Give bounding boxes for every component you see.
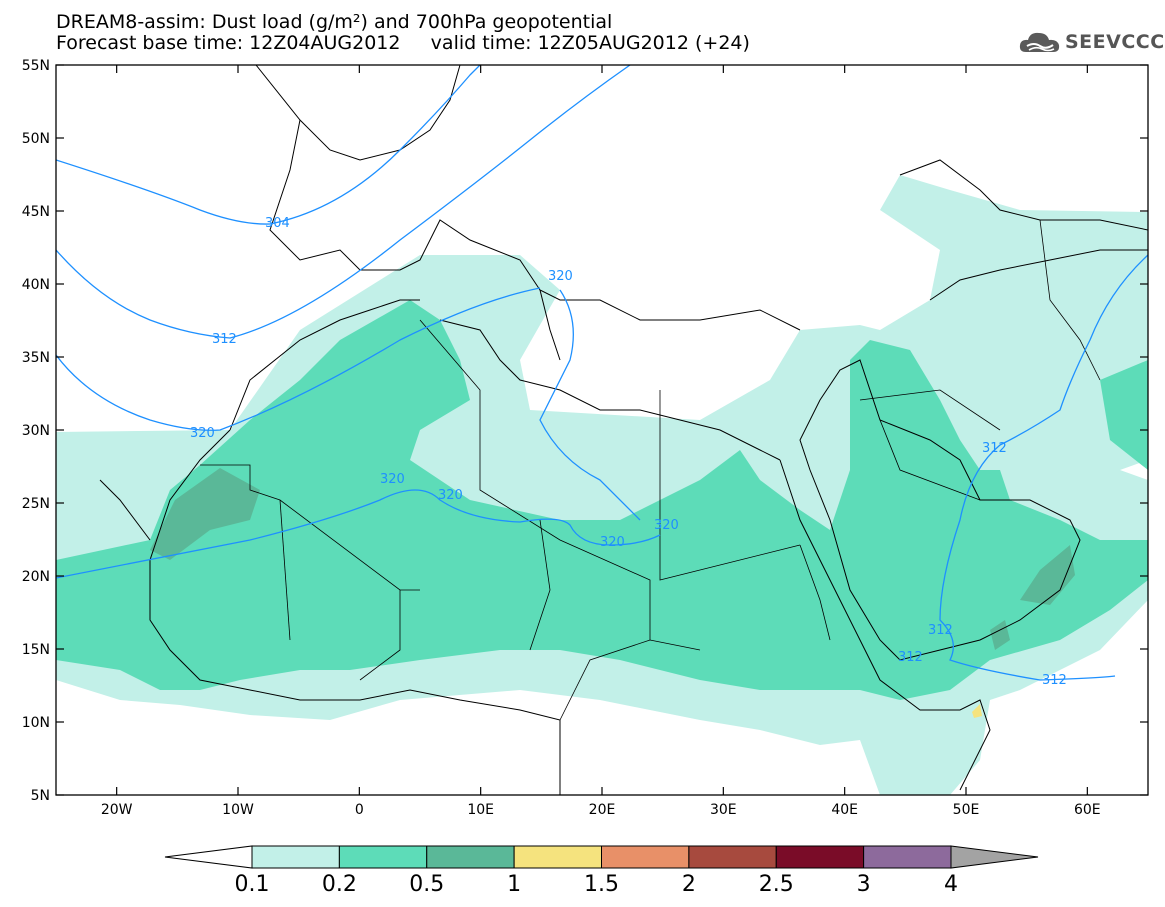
lon-tick-label: 10E bbox=[467, 802, 494, 818]
lat-tick-label: 15N bbox=[22, 642, 50, 658]
dust-patch-medium-east bbox=[1100, 360, 1148, 470]
dust-peak-somalia bbox=[972, 704, 982, 718]
contour-320c bbox=[539, 289, 641, 521]
contour-312b bbox=[939, 254, 1148, 681]
logo-text: SEEVCCC bbox=[1065, 31, 1165, 53]
lat-tick-label: 25N bbox=[22, 496, 50, 512]
lon-tick-label: 20E bbox=[589, 802, 616, 818]
seevccc-logo: SEEVCCC bbox=[1018, 28, 1165, 56]
contour-label: 320 bbox=[190, 426, 215, 441]
lon-tick-label: 50E bbox=[953, 802, 980, 818]
contour-label: 312 bbox=[1042, 673, 1067, 688]
colorbar-segment bbox=[426, 845, 515, 869]
lat-tick-label: 35N bbox=[22, 350, 50, 366]
lon-tick-label: 60E bbox=[1074, 802, 1101, 818]
contour-label: 312 bbox=[928, 623, 953, 638]
contour-312 bbox=[56, 65, 631, 339]
lat-tick-label: 40N bbox=[22, 277, 50, 293]
colorbar-underflow bbox=[164, 845, 253, 869]
colorbar-label: 2 bbox=[682, 872, 696, 897]
colorbar-label: 0.5 bbox=[409, 872, 444, 897]
geopotential-contours bbox=[56, 65, 1148, 681]
contour-320 bbox=[56, 287, 541, 431]
lon-tick-label: 10W bbox=[222, 802, 254, 818]
contour-label: 320 bbox=[380, 472, 405, 487]
colorbar-segment bbox=[775, 845, 865, 869]
colorbar-segment bbox=[338, 845, 428, 869]
contour-label: 304 bbox=[265, 216, 290, 231]
contour-label: 312 bbox=[982, 441, 1007, 456]
contour-label: 320 bbox=[548, 269, 573, 284]
lat-tick-label: 30N bbox=[22, 423, 50, 439]
colorbar-segment bbox=[863, 845, 952, 869]
colorbar-label: 0.1 bbox=[235, 872, 270, 897]
colorbar: 0.1 0.2 0.5 1 1.5 2 2.5 3 4 bbox=[164, 845, 1039, 897]
colorbar-segment bbox=[688, 845, 777, 869]
lon-tick-label: 40E bbox=[831, 802, 858, 818]
lat-tick-label: 10N bbox=[22, 715, 50, 731]
lon-axis: 20W 10W 0 10E 20E 30E 40E 50E 60E bbox=[101, 65, 1101, 818]
lat-tick-label: 50N bbox=[22, 131, 50, 147]
dust-band-medium bbox=[56, 300, 1148, 700]
colorbar-segment bbox=[601, 845, 690, 869]
contour-label: 320 bbox=[600, 535, 625, 550]
coastlines bbox=[99, 65, 1148, 795]
map-title: DREAM8-assim: Dust load (g/m²) and 700hP… bbox=[56, 11, 613, 33]
contour-320b bbox=[56, 489, 661, 579]
cloud-logo-icon bbox=[1019, 32, 1060, 52]
colorbar-segment bbox=[513, 845, 602, 869]
borders bbox=[200, 219, 1101, 721]
lon-tick-label: 30E bbox=[710, 802, 737, 818]
lon-tick-label: 20W bbox=[101, 802, 133, 818]
dust-fields bbox=[56, 175, 1148, 795]
map-subtitle: Forecast base time: 12Z04AUG2012 valid t… bbox=[56, 32, 750, 54]
colorbar-label: 0.2 bbox=[322, 872, 357, 897]
colorbar-label: 2.5 bbox=[759, 872, 794, 897]
dust-core-sahara bbox=[150, 468, 260, 560]
lat-axis: 5N 10N 15N 20N 25N 30N 35N 40N 45N 50N 55N bbox=[22, 58, 1148, 804]
colorbar-label: 1.5 bbox=[584, 872, 619, 897]
contour-label: 312 bbox=[212, 332, 237, 347]
colorbar-label: 4 bbox=[944, 872, 958, 897]
lat-tick-label: 20N bbox=[22, 569, 50, 585]
contour-label: 320 bbox=[654, 518, 679, 533]
contour-304 bbox=[56, 65, 481, 225]
contour-label: 312 bbox=[898, 650, 923, 665]
contour-labels: 304 312 320 320 320 320 320 320 312 312 … bbox=[190, 216, 1067, 688]
colorbar-segment bbox=[251, 845, 340, 869]
lat-tick-label: 5N bbox=[31, 788, 50, 804]
lat-tick-label: 55N bbox=[22, 58, 50, 74]
contour-label: 320 bbox=[438, 488, 463, 503]
dust-core-oman bbox=[1020, 545, 1075, 605]
colorbar-label: 1 bbox=[507, 872, 521, 897]
lon-tick-label: 0 bbox=[355, 802, 364, 818]
colorbar-overflow bbox=[950, 845, 1039, 869]
colorbar-label: 3 bbox=[857, 872, 871, 897]
lat-tick-label: 45N bbox=[22, 204, 50, 220]
